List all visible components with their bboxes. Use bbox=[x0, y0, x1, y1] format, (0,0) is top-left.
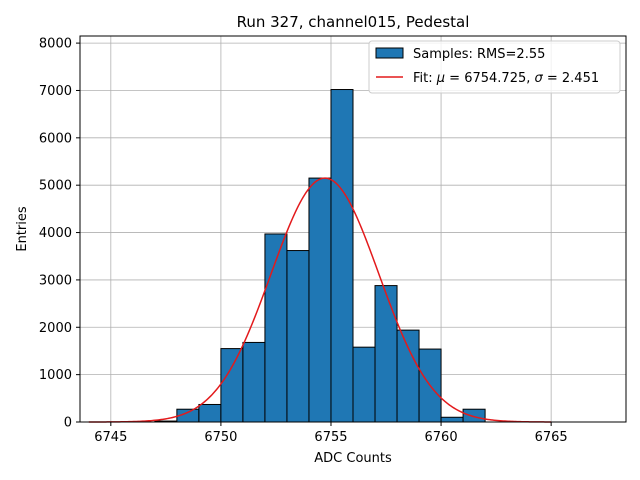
fit-curve bbox=[88, 177, 552, 423]
legend-fit-prefix: Fit: bbox=[413, 71, 437, 86]
legend: Samples: RMS=2.55 Fit: μ = 6754.725, σ =… bbox=[368, 40, 621, 94]
legend-swatch-samples bbox=[375, 47, 404, 59]
legend-fit-mu-value: = 6754.725, bbox=[445, 71, 534, 86]
histogram-bar bbox=[440, 416, 464, 423]
y-tick-label: 2000 bbox=[39, 321, 72, 336]
histogram-bar bbox=[198, 403, 222, 423]
x-axis-ticks: 6745 6750 6755 6760 6765 bbox=[94, 422, 568, 445]
y-tick-label: 7000 bbox=[39, 84, 72, 99]
y-tick-label: 0 bbox=[64, 416, 72, 431]
y-tick-label: 8000 bbox=[39, 37, 72, 52]
histogram-bar bbox=[242, 341, 266, 423]
legend-box bbox=[368, 40, 621, 94]
legend-label-samples: Samples: RMS=2.55 bbox=[413, 47, 545, 62]
legend-fit-mu-symbol: μ bbox=[436, 71, 445, 86]
histogram-bar bbox=[396, 329, 420, 423]
y-tick-label: 3000 bbox=[39, 273, 72, 288]
x-tick-label: 6745 bbox=[94, 430, 127, 445]
histogram-bar bbox=[308, 177, 332, 423]
y-tick-label: 4000 bbox=[39, 226, 72, 241]
histogram-bar bbox=[220, 348, 244, 423]
histogram-bar bbox=[330, 89, 354, 423]
histogram-bar bbox=[462, 408, 486, 423]
legend-fit-sigma-symbol: σ bbox=[535, 71, 544, 86]
histogram-bar bbox=[352, 346, 376, 423]
x-tick-label: 6755 bbox=[314, 430, 347, 445]
histogram-bar bbox=[286, 250, 310, 423]
legend-label-fit: Fit: μ = 6754.725, σ = 2.451 bbox=[413, 71, 599, 86]
plot-frame bbox=[79, 35, 627, 423]
y-tick-label: 5000 bbox=[39, 179, 72, 194]
histogram-bars bbox=[154, 89, 486, 423]
y-axis-label: Entries bbox=[15, 206, 30, 252]
x-axis-label: ADC Counts bbox=[314, 451, 392, 466]
y-tick-label: 1000 bbox=[39, 368, 72, 383]
x-tick-label: 6765 bbox=[535, 430, 568, 445]
histogram-bar bbox=[374, 285, 398, 423]
legend-fit-sigma-value: = 2.451 bbox=[543, 71, 599, 86]
x-tick-label: 6760 bbox=[425, 430, 458, 445]
x-tick-label: 6750 bbox=[204, 430, 237, 445]
y-axis-ticks: 0 1000 2000 3000 4000 5000 6000 7000 8000 bbox=[39, 37, 80, 431]
y-tick-label: 6000 bbox=[39, 131, 72, 146]
chart-title: Run 327, channel015, Pedestal bbox=[237, 13, 470, 31]
